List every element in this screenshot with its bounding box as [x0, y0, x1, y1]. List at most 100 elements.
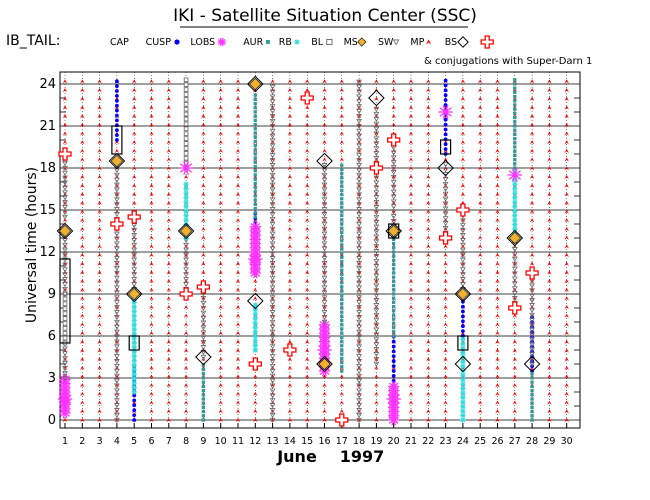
sw-point — [373, 258, 380, 265]
mp-point — [564, 192, 569, 197]
sw-point — [356, 197, 362, 203]
sw-point — [114, 403, 120, 409]
mp-point — [166, 148, 171, 154]
sw-point — [321, 172, 328, 179]
sw-point — [511, 247, 518, 253]
aur-point — [340, 226, 344, 230]
mp-point — [564, 261, 569, 266]
sw-point — [442, 162, 449, 168]
sw-point — [460, 267, 466, 273]
mp-point — [478, 270, 483, 275]
sw-point — [373, 195, 380, 201]
bl-point — [183, 146, 189, 151]
mp-point — [183, 391, 189, 397]
mp-point — [460, 157, 466, 162]
mp-point — [547, 114, 552, 119]
aur-point — [340, 297, 344, 302]
mp-point — [183, 304, 189, 310]
rb-point — [460, 368, 466, 374]
mp-point — [218, 131, 223, 136]
mp-point — [356, 218, 362, 223]
cusp-point — [461, 309, 465, 314]
mp-point — [495, 235, 500, 240]
legend-label-cap: CAP — [110, 37, 129, 48]
sw-point — [200, 305, 207, 312]
cusp-point — [132, 408, 137, 413]
mp-point — [478, 252, 483, 258]
bs-point — [108, 152, 126, 170]
bl-point — [183, 77, 189, 83]
mp-point — [408, 140, 414, 145]
aur-point — [253, 190, 257, 194]
legend-label-bl: BL — [311, 37, 324, 48]
mp-point — [305, 409, 310, 414]
sw-point — [356, 368, 362, 375]
bs-point — [246, 75, 264, 93]
sw-point — [269, 177, 276, 183]
cusp-point — [115, 79, 119, 84]
sw-point — [373, 175, 380, 181]
sw-point — [356, 104, 362, 110]
sw-point — [114, 334, 120, 340]
mp-point — [97, 226, 102, 232]
sw-point — [114, 354, 120, 360]
rb-point — [252, 338, 258, 344]
y-tick-label: 9 — [48, 287, 56, 302]
mp-point — [97, 122, 102, 128]
aur-point — [340, 247, 344, 251]
mp-point — [564, 131, 569, 136]
mp-point — [97, 183, 102, 188]
mp-point — [478, 218, 483, 223]
mp-point — [305, 365, 310, 371]
sw-point — [511, 286, 518, 292]
sw-point — [373, 283, 380, 289]
cusp-point — [443, 78, 448, 83]
aur-point — [513, 94, 517, 99]
sw-point — [131, 228, 138, 234]
sw-point — [114, 265, 120, 272]
mp-point — [322, 226, 327, 232]
sw-point — [62, 361, 68, 367]
chart-title: IKI - Satellite Situation Center (SSC) — [173, 6, 477, 26]
mp-point — [97, 365, 102, 371]
mp-point — [287, 278, 293, 284]
sw-point — [511, 291, 518, 297]
mp-point — [97, 374, 102, 379]
mp-point — [62, 114, 68, 119]
bl-box — [457, 335, 469, 351]
lobs-point — [248, 251, 263, 267]
mp-point — [478, 96, 483, 102]
sw-point — [511, 251, 518, 258]
aur-point — [253, 97, 257, 102]
bs-point — [506, 229, 524, 247]
cusp-point — [443, 98, 448, 102]
mp-point — [235, 226, 241, 232]
aur-point — [340, 213, 344, 218]
sw-point — [114, 314, 120, 321]
mp-point — [495, 348, 500, 353]
mp-point — [426, 374, 431, 379]
aur-point — [253, 131, 257, 135]
mp-point — [80, 391, 85, 397]
sw-point — [269, 94, 276, 100]
mp-point — [547, 122, 552, 128]
mp-point — [478, 209, 483, 214]
bl-point — [62, 311, 68, 316]
sw-point — [373, 131, 380, 137]
bs-point — [316, 355, 333, 373]
mp-point — [426, 218, 431, 223]
aur-point — [340, 281, 344, 285]
mp-point — [287, 252, 293, 258]
mp-point — [408, 261, 414, 266]
mp-point — [426, 200, 431, 206]
sw-point — [131, 262, 138, 268]
mp-point — [495, 313, 500, 319]
mp-point — [478, 261, 483, 266]
mp-point — [62, 87, 68, 93]
mp-point — [97, 209, 102, 214]
cusp-point — [391, 374, 396, 378]
mp-point — [235, 374, 241, 379]
mp-point — [443, 400, 448, 405]
mp-point — [235, 252, 241, 258]
